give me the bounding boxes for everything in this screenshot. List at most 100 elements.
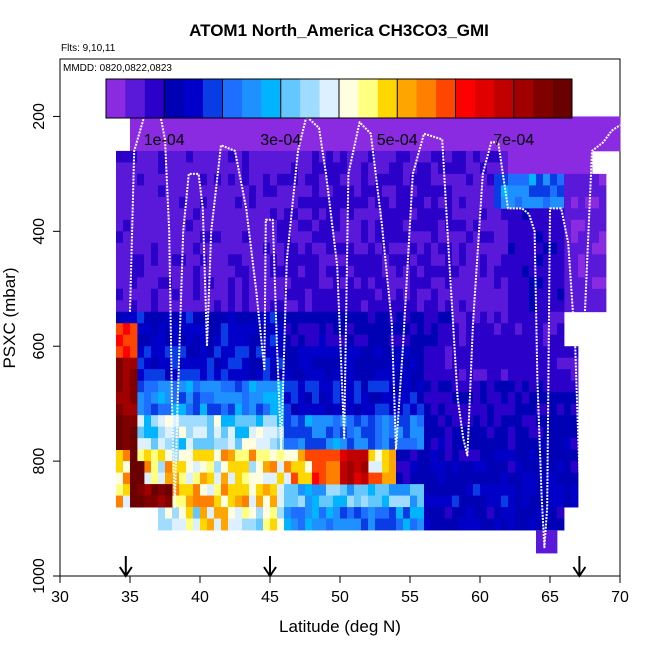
heatmap-cell <box>242 219 250 232</box>
heatmap-cell <box>263 518 271 531</box>
heatmap-cell <box>403 196 411 209</box>
heatmap-cell <box>179 484 187 496</box>
heatmap-cell <box>543 254 551 267</box>
heatmap-cell <box>536 185 544 198</box>
heatmap-cell <box>277 449 285 462</box>
heatmap-cell <box>480 403 488 416</box>
heatmap-cell <box>487 242 495 255</box>
heatmap-cell <box>151 449 159 462</box>
heatmap-cell <box>466 208 474 221</box>
heatmap-cell <box>361 346 369 359</box>
heatmap-cell <box>319 300 327 313</box>
heatmap-cell <box>466 185 474 198</box>
heatmap-cell <box>137 196 145 209</box>
heatmap-cell <box>228 173 236 186</box>
heatmap-cell <box>228 392 236 405</box>
heatmap-cell <box>445 127 453 140</box>
heatmap-cell <box>522 415 530 428</box>
heatmap-cell <box>543 334 551 347</box>
heatmap-cell <box>487 334 495 347</box>
heatmap-cell <box>298 415 306 428</box>
heatmap-cell <box>326 300 334 313</box>
heatmap-cell <box>165 392 173 405</box>
heatmap-cell <box>256 472 264 485</box>
heatmap-cell <box>361 403 369 416</box>
heatmap-cell <box>361 392 369 405</box>
heatmap-cell <box>193 311 201 324</box>
heatmap-cell <box>116 357 124 370</box>
heatmap-cell <box>347 392 355 405</box>
heatmap-cell <box>172 265 180 278</box>
heatmap-cell <box>529 507 537 519</box>
heatmap-cell <box>284 334 292 347</box>
heatmap-cell <box>417 196 425 209</box>
heatmap-cell <box>382 507 390 519</box>
heatmap-cell <box>480 507 488 519</box>
heatmap-cell <box>333 277 341 290</box>
heatmap-cell <box>172 426 180 439</box>
heatmap-cell <box>312 334 320 347</box>
heatmap-cell <box>305 311 313 324</box>
arrow-head <box>263 566 277 578</box>
heatmap-cell <box>494 380 502 393</box>
heatmap-cell <box>137 484 145 496</box>
heatmap-cell <box>291 495 299 508</box>
heatmap-cell <box>396 242 404 255</box>
arrow-head <box>118 566 133 578</box>
heatmap-cell <box>508 288 516 301</box>
heatmap-cell <box>529 254 537 267</box>
heatmap-cell <box>473 139 481 152</box>
heatmap-cell <box>452 254 460 267</box>
heatmap-cell <box>193 461 201 473</box>
heatmap-cell <box>431 196 439 209</box>
heatmap-cell <box>515 162 523 175</box>
heatmap-cell <box>207 150 215 163</box>
heatmap-cell <box>494 369 502 382</box>
heatmap-cell <box>165 472 173 485</box>
colorbar-segment <box>533 79 553 118</box>
heatmap-cell <box>207 334 215 347</box>
heatmap-cell <box>333 438 341 451</box>
heatmap-cell <box>487 461 495 473</box>
heatmap-cell <box>557 231 565 244</box>
heatmap-cell <box>438 196 446 209</box>
heatmap-cell <box>473 196 481 209</box>
heatmap-cell <box>417 208 425 221</box>
heatmap-cell <box>326 426 334 439</box>
heatmap-cell <box>123 495 131 508</box>
heatmap-cell <box>550 265 558 278</box>
heatmap-cell <box>396 139 404 152</box>
heatmap-cell <box>354 150 362 163</box>
heatmap-cell <box>242 162 250 175</box>
heatmap-cell <box>508 380 516 393</box>
heatmap-cell <box>571 208 579 221</box>
heatmap-cell <box>480 116 488 129</box>
heatmap-cell <box>207 507 215 519</box>
heatmap-cell <box>242 277 250 290</box>
heatmap-cell <box>312 127 320 140</box>
heatmap-cell <box>424 323 432 336</box>
heatmap-cell <box>396 231 404 244</box>
heatmap-cell <box>417 277 425 290</box>
heatmap-cell <box>459 484 467 496</box>
heatmap-cell <box>529 288 537 301</box>
heatmap-cell <box>277 139 285 152</box>
heatmap-cell <box>200 484 208 496</box>
colorbar-segment <box>241 79 262 118</box>
heatmap-cell <box>228 346 236 359</box>
heatmap-cell <box>403 185 411 198</box>
heatmap-cell <box>256 300 264 313</box>
heatmap-cell <box>151 196 159 209</box>
heatmap-cell <box>347 277 355 290</box>
heatmap-cell <box>214 380 222 393</box>
heatmap-cell <box>291 461 299 473</box>
heatmap-cell <box>249 288 257 301</box>
heatmap-cell <box>494 277 502 290</box>
colorbar-segment <box>319 79 340 118</box>
heatmap-cell <box>242 461 250 473</box>
heatmap-cell <box>123 185 131 198</box>
heatmap-cell <box>361 116 369 129</box>
heatmap-cell <box>151 495 159 508</box>
heatmap-cell <box>242 300 250 313</box>
heatmap-cell <box>354 438 362 451</box>
